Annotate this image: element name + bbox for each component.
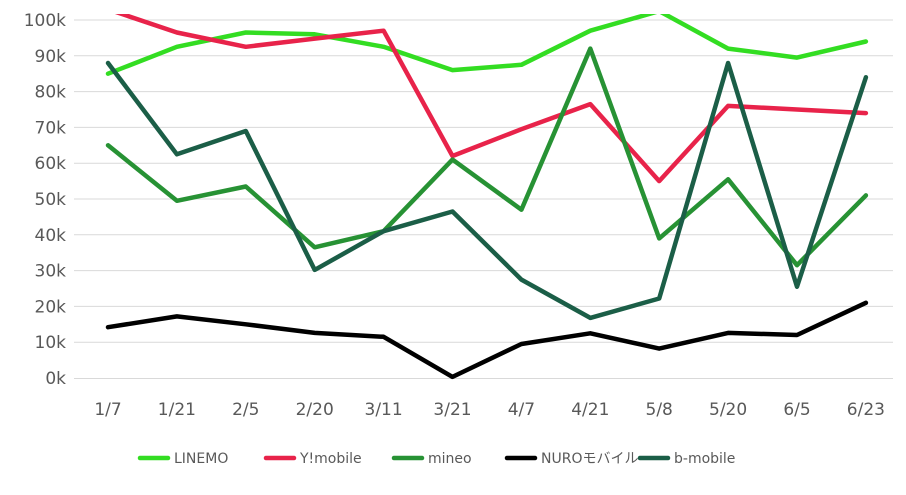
x-tick-label: 2/20 bbox=[296, 400, 334, 420]
x-tick-label: 4/21 bbox=[571, 400, 609, 420]
x-axis-ticks: 1/7 1/21 2/5 2/20 3/11 3/21 4/7 4/21 5/8 5/20 6/5 6… bbox=[94, 400, 885, 420]
x-tick-label: 5/8 bbox=[646, 400, 673, 420]
series-line-mineo bbox=[105, 46, 869, 268]
x-tick-label: 6/23 bbox=[847, 400, 885, 420]
y-tick-label: 10k bbox=[35, 333, 67, 353]
y-tick-label: 40k bbox=[35, 226, 67, 246]
y-tick-label: 70k bbox=[35, 118, 67, 138]
x-tick-label: 3/11 bbox=[365, 400, 403, 420]
y-tick-label: 30k bbox=[35, 262, 67, 282]
legend-label: mineo bbox=[428, 451, 472, 467]
legend: LINEMO Y!mobile mineo NUROモバイル b-mobile bbox=[137, 451, 735, 467]
gridlines bbox=[74, 19, 893, 343]
x-tick-label: 3/21 bbox=[433, 400, 471, 420]
y-tick-label: 90k bbox=[35, 47, 67, 67]
series-lines bbox=[105, 14, 869, 380]
y-tick-label: 50k bbox=[35, 190, 67, 210]
series-line-b-mobile bbox=[105, 60, 869, 321]
x-tick-label: 1/21 bbox=[158, 400, 196, 420]
series-line-Y!mobile bbox=[114, 14, 869, 184]
series-line-NUROモバイル bbox=[105, 300, 869, 380]
y-tick-label: 80k bbox=[35, 83, 67, 103]
x-tick-label: 2/5 bbox=[232, 400, 259, 420]
legend-label: NUROモバイル bbox=[541, 451, 638, 467]
y-tick-label: 0k bbox=[45, 369, 66, 389]
legend-item: NUROモバイル bbox=[504, 451, 638, 467]
y-tick-label: 20k bbox=[35, 297, 67, 317]
x-tick-label: 1/7 bbox=[94, 400, 121, 420]
legend-item: LINEMO bbox=[137, 451, 228, 467]
legend-label: Y!mobile bbox=[299, 451, 362, 467]
legend-label: b-mobile bbox=[674, 451, 735, 467]
legend-item: mineo bbox=[391, 451, 472, 467]
legend-label: LINEMO bbox=[174, 451, 228, 467]
y-axis-ticks: 0k 10k 20k 30k 40k 50k 60k 70k 80k 90k 100k bbox=[24, 11, 66, 389]
x-tick-label: 5/20 bbox=[709, 400, 747, 420]
y-tick-label: 60k bbox=[35, 154, 67, 174]
y-tick-label: 100k bbox=[24, 11, 66, 31]
legend-item: b-mobile bbox=[637, 451, 735, 467]
legend-item: Y!mobile bbox=[263, 451, 362, 467]
x-tick-label: 4/7 bbox=[508, 400, 535, 420]
x-tick-label: 6/5 bbox=[783, 400, 810, 420]
series-line-LINEMO bbox=[105, 14, 869, 76]
